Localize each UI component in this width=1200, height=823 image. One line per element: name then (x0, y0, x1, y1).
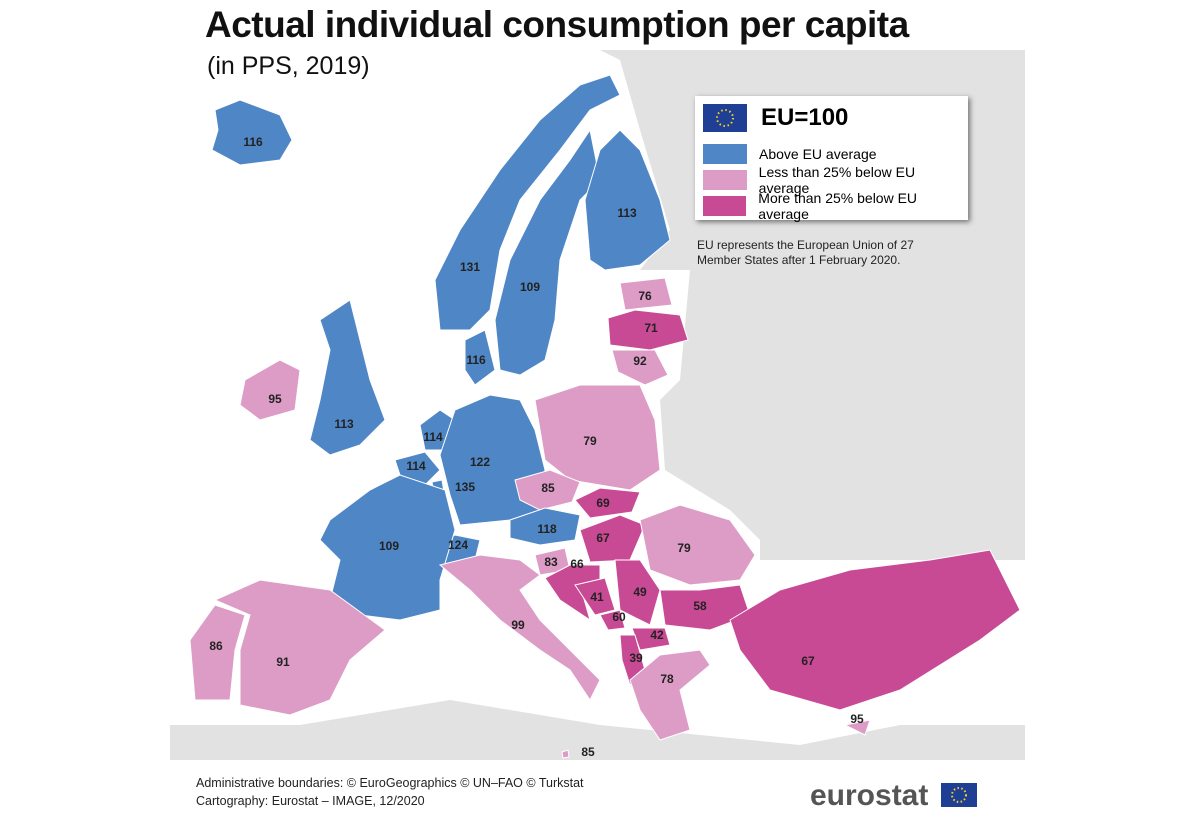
legend-item: Less than 25% below EU average (703, 164, 968, 196)
region-value: 116 (466, 353, 486, 367)
legend-swatch (703, 170, 747, 190)
non-eu-land (170, 700, 1025, 760)
legend-label: Less than 25% below EU average (758, 164, 916, 196)
region-value: 86 (209, 639, 223, 653)
region-value: 113 (617, 206, 637, 220)
region-value: 109 (520, 280, 540, 294)
region-value: 76 (638, 289, 652, 303)
region-value: 60 (612, 610, 626, 624)
region-value: 41 (590, 590, 604, 604)
region (189, 604, 246, 701)
region (509, 507, 581, 546)
region-value: 71 (644, 321, 658, 335)
region-value: 122 (470, 455, 490, 469)
subtitle: (in PPS, 2019) (207, 52, 370, 80)
region-value: 95 (850, 712, 864, 726)
region-value: 67 (596, 531, 610, 545)
region-value: 79 (677, 541, 691, 555)
region (607, 309, 689, 351)
regions (189, 74, 1021, 759)
legend-label: More than 25% below EU average (758, 190, 918, 222)
region (619, 277, 673, 311)
legend-label: Above EU average (759, 146, 877, 162)
region-value: 83 (544, 555, 558, 569)
region (843, 719, 871, 736)
legend-swatch (703, 196, 747, 216)
region (639, 504, 756, 586)
region-value: 67 (801, 654, 815, 668)
legend-item: More than 25% below EU average (703, 190, 968, 222)
region (464, 329, 496, 386)
region (629, 649, 711, 741)
region (438, 554, 601, 701)
eu-flag (703, 104, 747, 132)
region-value: 39 (629, 651, 643, 665)
legend-title: EU=100 (761, 104, 849, 131)
legend-swatch (703, 144, 747, 164)
region (514, 469, 581, 511)
region-labels: 116 131 109 113 76 71 92 116 95 113 114 114 135 122 79… (209, 135, 864, 759)
region-value: 99 (511, 618, 525, 632)
region (579, 514, 646, 563)
region (729, 549, 1021, 711)
region (239, 359, 301, 421)
region (611, 349, 669, 386)
region-value: 131 (460, 260, 480, 274)
note: EU represents the European Union of 27 M… (697, 238, 914, 267)
region (211, 99, 293, 166)
region-value: 124 (448, 538, 468, 552)
region (574, 577, 616, 616)
region-value: 78 (660, 672, 674, 686)
region-value: 116 (243, 135, 263, 149)
legend: EU=100 Above EU average Less than 25% bel… (695, 96, 968, 222)
region (534, 384, 661, 491)
logo: eurostat (810, 779, 977, 813)
region-value: 85 (541, 481, 555, 495)
eu-flag (940, 783, 977, 807)
region-value: 69 (596, 496, 610, 510)
footer-line: Cartography: Eurostat – IMAGE, 12/2020 (196, 794, 425, 808)
region-value: 118 (537, 522, 557, 536)
region (599, 609, 626, 631)
region (584, 129, 671, 271)
region-value: 66 (570, 557, 584, 571)
region-value: 113 (334, 417, 354, 431)
region-value: 58 (693, 599, 707, 613)
region (213, 579, 386, 716)
region-value: 92 (633, 354, 647, 368)
region (614, 559, 661, 626)
region-value: 85 (581, 745, 595, 759)
logo-text: eurostat (810, 779, 929, 812)
region-value: 49 (633, 585, 647, 599)
region-value: 114 (406, 459, 426, 473)
region (309, 299, 386, 456)
region-value: 91 (276, 655, 290, 669)
region-value: 79 (583, 434, 597, 448)
region-value: 42 (650, 628, 664, 642)
region-value: 114 (423, 430, 443, 444)
region-value: 109 (379, 539, 399, 553)
region-value: 135 (455, 480, 475, 494)
region (434, 74, 621, 331)
title: Actual individual consumption per capita (205, 4, 909, 45)
region (561, 749, 570, 759)
footer-line: Administrative boundaries: © EuroGeograp… (196, 776, 584, 790)
region (574, 487, 641, 519)
legend-item: Above EU average (703, 144, 877, 164)
region-value: 95 (268, 392, 282, 406)
region (319, 474, 456, 621)
